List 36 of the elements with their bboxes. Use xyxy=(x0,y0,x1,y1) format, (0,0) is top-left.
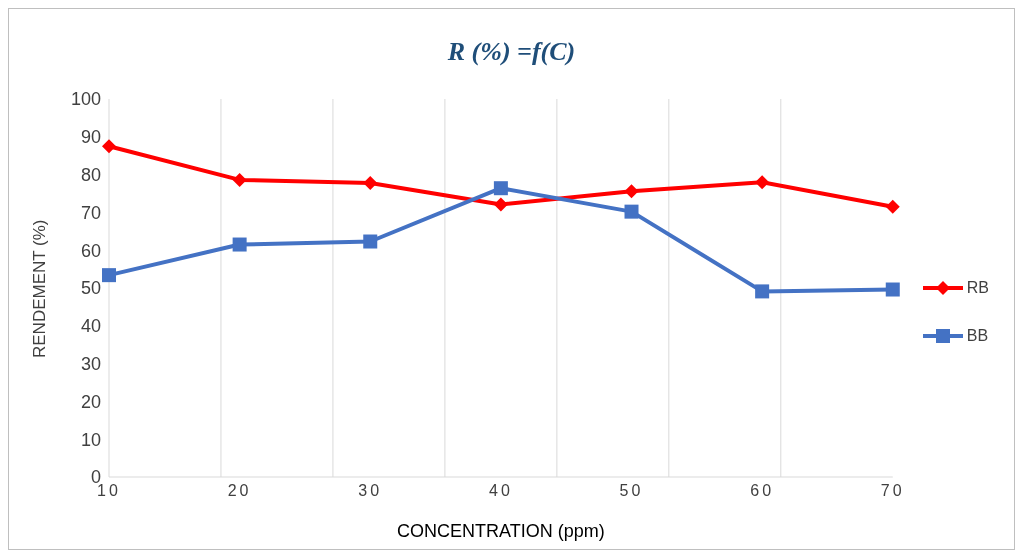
y-tick-label: 60 xyxy=(80,240,101,261)
x-tick-label: 70 xyxy=(880,482,905,500)
y-tick-label: 50 xyxy=(80,278,101,299)
point xyxy=(885,282,900,297)
y-tick-label: 40 xyxy=(80,316,101,337)
y-axis-title: RENDEMENT (%) xyxy=(30,219,50,358)
point xyxy=(363,175,378,190)
point xyxy=(102,139,116,154)
point xyxy=(493,181,508,196)
point xyxy=(624,184,639,199)
x-tick-label: 60 xyxy=(750,482,775,500)
point xyxy=(232,172,247,187)
y-tick-label: 30 xyxy=(80,353,101,374)
legend-label: BB xyxy=(966,327,989,345)
point xyxy=(363,234,378,249)
point xyxy=(624,204,639,219)
point xyxy=(102,268,116,283)
legend-label: RB xyxy=(966,279,989,297)
y-tick-label: 20 xyxy=(80,391,101,412)
point xyxy=(755,284,770,299)
point xyxy=(755,175,770,190)
chart-title: R (%) =f(C) xyxy=(446,37,577,68)
y-tick-label: 100 xyxy=(70,89,101,110)
y-tick-label: 10 xyxy=(80,429,101,450)
x-tick-label: 10 xyxy=(97,482,121,500)
point xyxy=(885,199,900,214)
y-tick-label: 80 xyxy=(80,164,101,185)
y-tick-label: 90 xyxy=(80,127,101,148)
x-tick-label: 50 xyxy=(619,482,644,500)
point xyxy=(493,197,508,212)
point xyxy=(232,237,247,252)
x-tick-label: 40 xyxy=(488,482,513,500)
x-axis-title: CONCENTRATION (ppm) xyxy=(397,521,605,541)
y-tick-label: 70 xyxy=(80,202,101,223)
x-tick-label: 30 xyxy=(358,482,383,500)
x-tick-label: 20 xyxy=(227,482,252,500)
